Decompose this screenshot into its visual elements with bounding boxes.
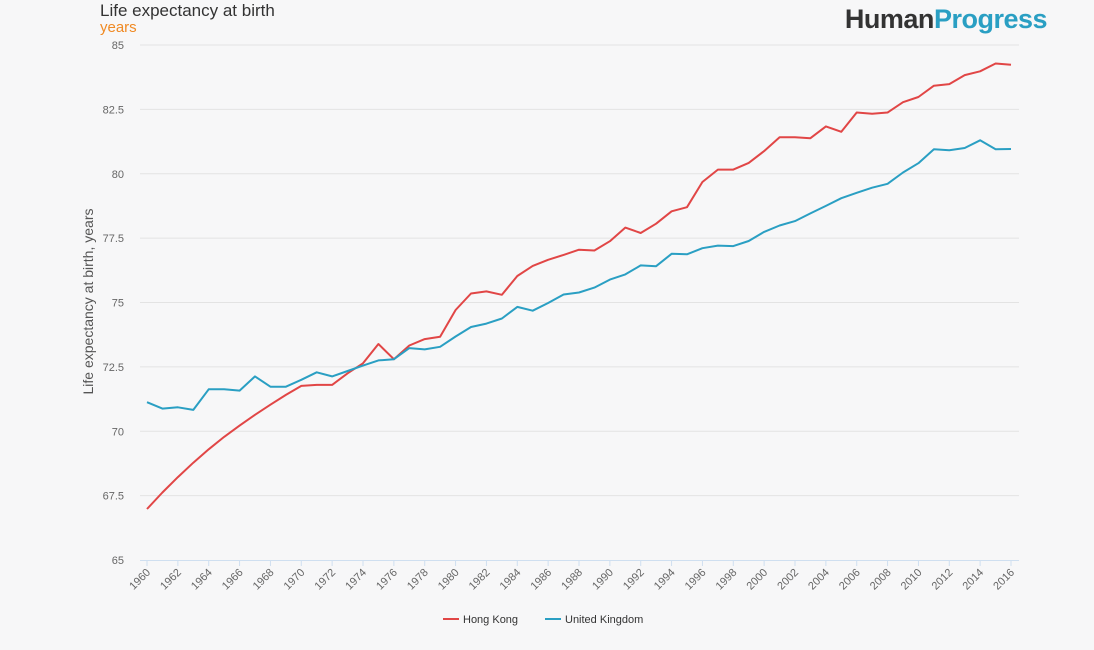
y-axis-label: Life expectancy at birth, years [80,209,96,395]
x-tick-label: 1970 [282,567,308,593]
y-tick-label: 75 [112,298,124,310]
x-tick-label: 2004 [806,567,832,593]
x-tick-label: 1990 [590,567,616,593]
legend-item-label[interactable]: Hong Kong [463,614,518,626]
x-tick-label: 2002 [775,567,801,593]
y-axis-ticks: 65 67.5 70 72.5 75 77.5 80 82.5 85 [103,40,124,567]
logo-text-progress: Progress [933,4,1048,34]
legend: Hong Kong United Kingdom [443,614,643,626]
x-tick-label: 1960 [127,567,153,593]
x-tick-label: 2016 [991,567,1017,593]
series-lines [146,62,1012,510]
x-tick-label: 1966 [220,567,246,593]
x-tick-label: 1974 [343,567,369,593]
x-tick-label: 1998 [714,567,740,593]
legend-item-label[interactable]: United Kingdom [565,614,643,626]
x-tick-label: 1992 [621,567,647,593]
x-tick-label: 1994 [652,567,678,593]
x-tick-label: 2008 [868,567,894,593]
y-tick-label: 67.5 [103,491,124,503]
y-tick-label: 70 [112,426,124,438]
x-tick-label: 2006 [837,567,863,593]
x-tick-label: 1968 [251,567,277,593]
x-tick-label: 1982 [467,567,493,593]
x-tick-label: 1984 [498,567,524,593]
y-tick-label: 65 [112,555,124,567]
x-tick-label: 1976 [374,567,400,593]
series-line[interactable] [146,62,1012,510]
x-tick-label: 1962 [158,567,184,593]
x-tick-label: 2000 [744,567,770,593]
chart-subtitle: years [100,19,137,36]
logo-text-human: Human [844,4,935,34]
x-tick-label: 1996 [683,567,709,593]
x-tick-label: 1972 [312,567,338,593]
y-tick-label: 80 [112,169,124,181]
x-tick-label: 1988 [559,567,585,593]
humanprogress-logo[interactable]: HumanProgress [844,2,1048,36]
x-tick-label: 2014 [960,567,986,593]
x-tick-label: 1964 [189,567,215,593]
x-tick-label: 2010 [899,567,925,593]
x-axis-ticks: 1960 1962 1964 1966 1968 1970 1972 1974 1976 1978… [127,560,1017,592]
x-tick-label: 1980 [436,567,462,593]
y-tick-label: 77.5 [103,233,124,245]
x-tick-label: 1978 [405,567,431,593]
y-tick-label: 82.5 [103,104,124,116]
gridlines [140,44,1019,497]
x-tick-label: 1986 [528,567,554,593]
y-tick-label: 72.5 [103,362,124,374]
x-tick-label: 2012 [930,567,956,593]
chart-title: Life expectancy at birth [100,1,275,20]
y-tick-label: 85 [112,40,124,52]
series-line[interactable] [146,139,1012,411]
